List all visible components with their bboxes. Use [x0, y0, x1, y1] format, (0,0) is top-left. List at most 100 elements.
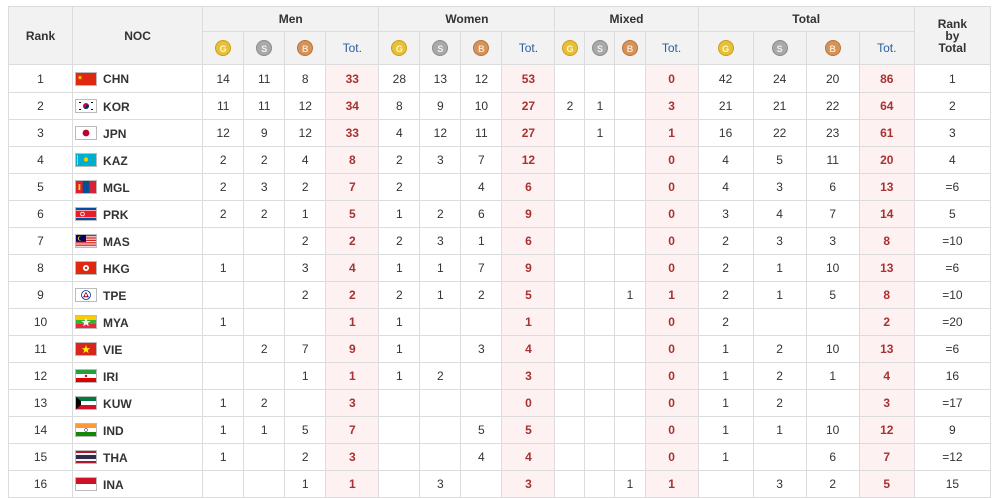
header-mixed-gold[interactable]: G: [554, 31, 586, 65]
men-gold-cell: 1: [202, 389, 245, 417]
total-tot-cell: 8: [858, 281, 915, 309]
men-tot-cell: 8: [325, 146, 380, 174]
men-gold-cell: 2: [202, 200, 245, 228]
header-group-mixed: Mixed: [554, 6, 699, 32]
noc-code[interactable]: CHN: [103, 71, 130, 86]
header-total-gold[interactable]: G: [697, 31, 754, 65]
noc-code[interactable]: INA: [103, 477, 124, 492]
noc-code[interactable]: KAZ: [103, 153, 128, 168]
table-row[interactable]: 6 PRK 2 2 1 5 1 2 6 9 0 3 4 7 14 5: [7, 200, 992, 228]
women-gold-cell: 2: [378, 281, 421, 309]
table-row[interactable]: 14 IND 1 1 5 7 5 5 0 1 1 10 12 9: [7, 416, 992, 444]
table-row[interactable]: 5 MGL 2 3 2 7 2 4 6 0 4 3 6 13 =6: [7, 173, 992, 201]
noc-code[interactable]: IRI: [103, 369, 119, 384]
table-row[interactable]: 1 CHN 14 11 8 33 28 13 12 53 0 42 24 20 86 1: [7, 64, 992, 93]
header-mixed-bronze[interactable]: B: [614, 31, 646, 65]
noc-cell[interactable]: MYA: [72, 308, 204, 336]
noc-code[interactable]: IND: [103, 423, 124, 438]
rank-cell: 4: [7, 146, 74, 174]
mixed-silver-cell: 1: [584, 119, 616, 147]
noc-cell[interactable]: MGL: [72, 173, 204, 201]
table-row[interactable]: 12 IRI 1 1 1 2 3 0 1 2 1 4 16: [7, 362, 992, 390]
noc-code[interactable]: VIE: [103, 342, 123, 357]
table-row[interactable]: 7 MAS 2 2 2 3 1 6 0 2 3 3 8 =10: [7, 227, 992, 255]
table-row[interactable]: 11 VIE 2 7 9 1 3 4 0 1 2 10 13 =6: [7, 335, 992, 363]
noc-code[interactable]: MAS: [103, 234, 130, 249]
header-men-silver[interactable]: S: [243, 31, 286, 65]
women-silver-cell: 2: [419, 200, 462, 228]
men-tot-cell: 7: [325, 416, 380, 444]
header-women-bronze[interactable]: B: [460, 31, 503, 65]
total-silver-cell: 1: [752, 416, 807, 444]
header-women-tot[interactable]: Tot.: [501, 31, 556, 65]
noc-cell[interactable]: IRI: [72, 362, 204, 390]
header-total-silver[interactable]: S: [752, 31, 807, 65]
header-men-bronze[interactable]: B: [284, 31, 327, 65]
noc-code[interactable]: HKG: [103, 261, 130, 276]
rank-by-total-line3: Total: [938, 40, 967, 55]
noc-code[interactable]: KOR: [103, 99, 130, 114]
men-gold-cell: [202, 362, 245, 390]
men-bronze-cell: [284, 389, 327, 417]
table-row[interactable]: 3 JPN 12 9 12 33 4 12 11 27 1 1 16 22 23 61 3: [7, 119, 992, 147]
table-row[interactable]: 15 THA 1 2 3 4 4 0 1 6 7 =12: [7, 443, 992, 471]
table-row[interactable]: 4 KAZ 2 2 4 8 2 3 7 12 0 4 5 11 20 4: [7, 146, 992, 174]
table-row[interactable]: 2 KOR 11 11 12 34 8 9 10 27 2 1 3 21 21 22 64 2: [7, 92, 992, 120]
header-women-gold[interactable]: G: [378, 31, 421, 65]
noc-cell[interactable]: IND: [72, 416, 204, 444]
header-mixed-silver[interactable]: S: [584, 31, 616, 65]
header-mixed-tot[interactable]: Tot.: [644, 31, 699, 65]
mixed-gold-cell: [554, 173, 586, 201]
women-gold-cell: 1: [378, 200, 421, 228]
rank-cell: 11: [7, 335, 74, 363]
header-women-silver[interactable]: S: [419, 31, 462, 65]
header-men-gold[interactable]: G: [202, 31, 245, 65]
men-tot-cell: 33: [325, 119, 380, 147]
noc-cell[interactable]: TPE: [72, 281, 204, 309]
noc-cell[interactable]: KAZ: [72, 146, 204, 174]
table-row[interactable]: 16 INA 1 1 3 3 1 1 3 2 5 15: [7, 470, 992, 498]
noc-code[interactable]: TPE: [103, 288, 127, 303]
table-row[interactable]: 8 HKG 1 3 4 1 1 7 9 0 2 1 10 13 =6: [7, 254, 992, 282]
header-men-tot[interactable]: Tot.: [325, 31, 380, 65]
noc-cell[interactable]: HKG: [72, 254, 204, 282]
table-row[interactable]: 13 KUW 1 2 3 0 0 1 2 3 =17: [7, 389, 992, 417]
noc-cell[interactable]: KOR: [72, 92, 204, 120]
mixed-tot-cell: 0: [644, 227, 699, 255]
total-silver-cell: 1: [752, 281, 807, 309]
women-bronze-cell: 4: [460, 443, 503, 471]
noc-cell[interactable]: VIE: [72, 335, 204, 363]
table-row[interactable]: 10 MYA 1 1 1 1 0 2 2 =20: [7, 308, 992, 336]
noc-cell[interactable]: INA: [72, 470, 204, 498]
noc-cell[interactable]: PRK: [72, 200, 204, 228]
header-noc[interactable]: NOC: [72, 6, 204, 65]
men-bronze-cell: 12: [284, 92, 327, 120]
women-silver-cell: 13: [419, 64, 462, 93]
women-tot-cell: 27: [501, 92, 556, 120]
noc-code[interactable]: KUW: [103, 396, 132, 411]
noc-cell[interactable]: CHN: [72, 64, 204, 93]
total-bronze-cell: 11: [805, 146, 860, 174]
mixed-silver-cell: [584, 443, 616, 471]
women-silver-cell: 1: [419, 281, 462, 309]
women-bronze-cell: 7: [460, 254, 503, 282]
noc-code[interactable]: MGL: [103, 180, 130, 195]
noc-cell[interactable]: KUW: [72, 389, 204, 417]
women-gold-cell: 1: [378, 254, 421, 282]
noc-code[interactable]: JPN: [103, 126, 127, 141]
table-row[interactable]: 9 TPE 2 2 2 1 2 5 1 1 2 1 5 8 =10: [7, 281, 992, 309]
chinese-taipei-flag-icon: [75, 288, 98, 303]
noc-code[interactable]: MYA: [103, 315, 129, 330]
men-silver-cell: [243, 470, 286, 498]
header-total-bronze[interactable]: B: [805, 31, 860, 65]
noc-cell[interactable]: JPN: [72, 119, 204, 147]
header-total-tot[interactable]: Tot.: [858, 31, 915, 65]
noc-cell[interactable]: THA: [72, 443, 204, 471]
noc-code[interactable]: PRK: [103, 207, 129, 222]
header-rank[interactable]: Rank: [7, 6, 74, 65]
women-tot-cell: 0: [501, 389, 556, 417]
noc-cell[interactable]: MAS: [72, 227, 204, 255]
noc-code[interactable]: THA: [103, 450, 128, 465]
iran-flag-icon: [75, 369, 98, 384]
header-rank-by-total[interactable]: Rank by Total: [913, 6, 992, 65]
